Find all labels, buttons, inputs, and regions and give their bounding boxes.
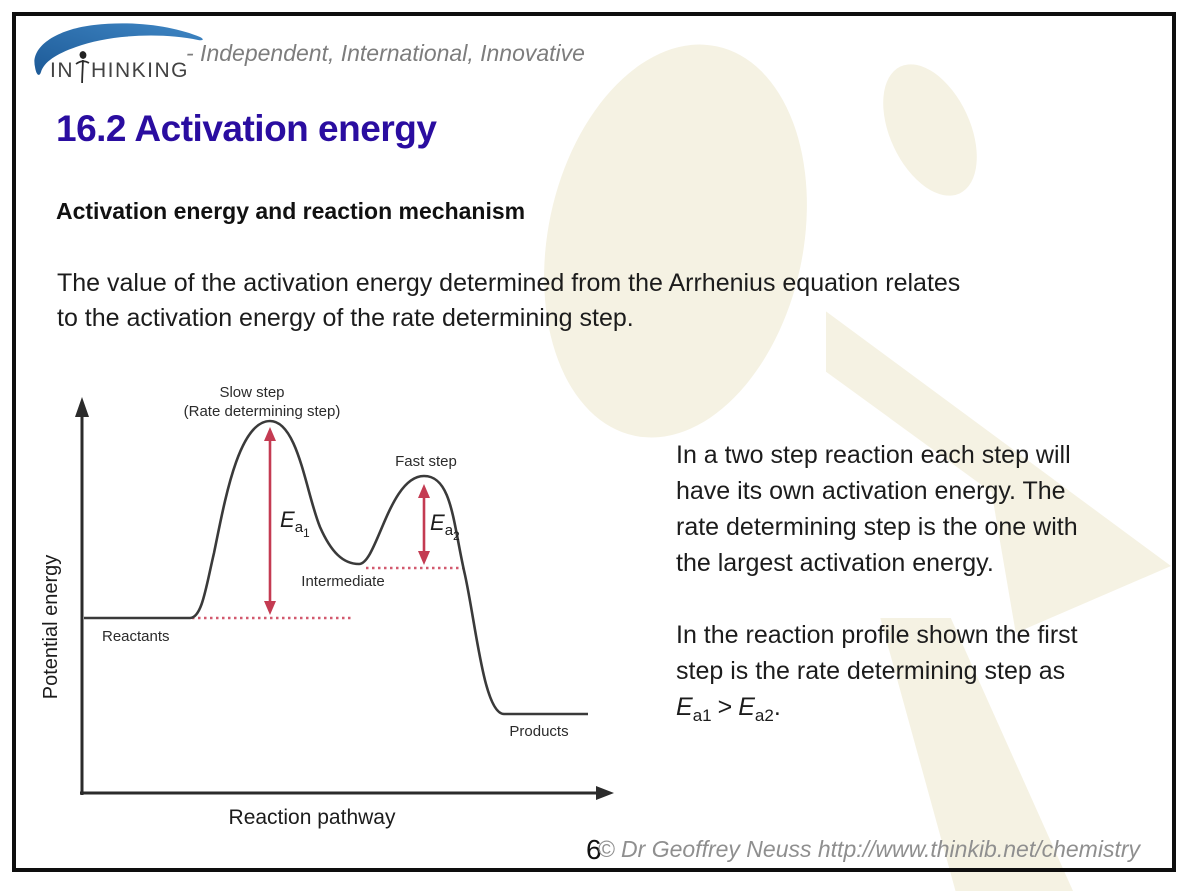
energy-curve <box>84 419 588 716</box>
explanation-line: have its own activation energy. The <box>676 477 1066 505</box>
intro-line: The value of the activation energy deter… <box>57 269 961 297</box>
formula-var-ea2: E <box>738 693 755 721</box>
paragraph-gap <box>676 581 1156 617</box>
copyright-credit: © Dr Geoffrey Neuss http://www.thinkib.n… <box>597 836 1140 862</box>
formula-sub-a2: a2 <box>754 706 774 725</box>
slow-step-label-line2: (Rate determining step) <box>184 403 341 420</box>
reactants-label: Reactants <box>102 628 170 645</box>
fast-step-label: Fast step <box>395 453 457 470</box>
formula-var-ea1: E <box>676 693 693 721</box>
explanation-line: step is the rate determining step as <box>676 657 1066 685</box>
x-axis-title: Reaction pathway <box>229 806 396 829</box>
explanation-panel: In a two step reaction each step will ha… <box>676 437 1156 725</box>
explanation-line: the largest activation energy. <box>676 549 994 577</box>
y-axis-title: Potential energy <box>40 555 62 700</box>
reaction-profile-diagram: Slow step (Rate determining step) Fast s… <box>40 384 614 829</box>
page-title: 16.2 Activation energy <box>56 108 437 149</box>
formula-operator: > <box>717 693 733 721</box>
logo-tagline: - Independent, International, Innovative <box>186 40 585 66</box>
inthinking-logo: IN HINKING <box>28 20 203 84</box>
explanation-line: In a two step reaction each step will <box>676 441 1071 469</box>
intermediate-label: Intermediate <box>301 573 384 590</box>
intro-paragraph: The value of the activation energy deter… <box>57 266 960 336</box>
page-number: 6 <box>586 834 602 865</box>
explanation-line: In the reaction profile shown the first <box>676 621 1078 649</box>
ea1-arrow <box>264 427 276 615</box>
logo-text: IN HINKING <box>50 50 190 84</box>
formula-period: . <box>773 693 781 721</box>
y-axis-arrowhead <box>75 397 89 417</box>
formula-sub-a1: a1 <box>692 706 712 725</box>
logo-swoosh-icon <box>34 23 203 75</box>
explanation-line: rate determining step is the one with <box>676 513 1078 541</box>
intro-line: to the activation energy of the rate det… <box>57 304 634 332</box>
logo-text-part1: IN <box>50 59 74 82</box>
logo-person-icon <box>75 51 90 84</box>
ea2-arrow <box>418 484 430 565</box>
formula-line: Ea1 > Ea2. <box>676 689 1156 725</box>
x-axis-arrowhead <box>596 786 614 800</box>
slow-step-label-line1: Slow step <box>219 384 284 401</box>
ea2-label: Ea2 <box>430 510 460 543</box>
products-label: Products <box>509 723 568 740</box>
logo-text-part2: HINKING <box>91 59 190 82</box>
ea1-label: Ea1 <box>280 507 310 540</box>
section-heading: Activation energy and reaction mechanism <box>56 198 526 224</box>
